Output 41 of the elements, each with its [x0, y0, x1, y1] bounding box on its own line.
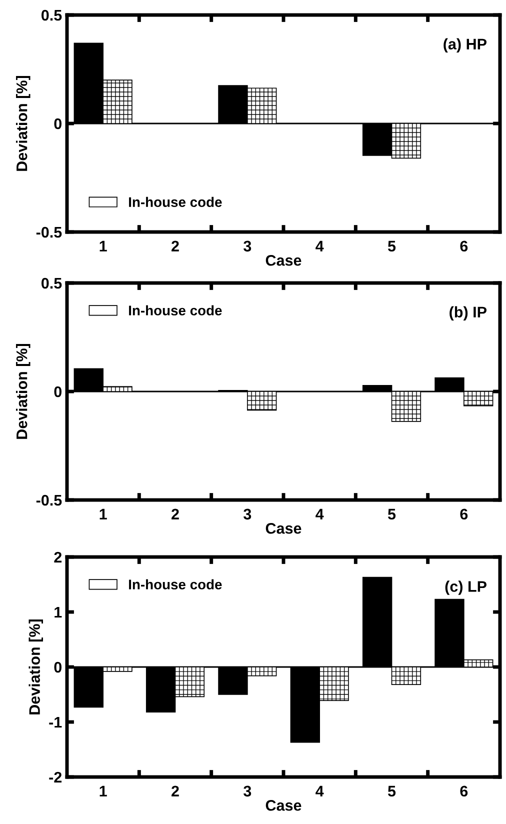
- x-tick-label: 3: [244, 508, 252, 520]
- annotation: (a) HP: [444, 38, 486, 52]
- x-tick-label: 2: [172, 240, 179, 252]
- x-tick-label: 4: [316, 508, 324, 520]
- y-tick-label: 0: [54, 386, 62, 398]
- x-tick-label: 6: [460, 508, 468, 520]
- x-axis-title: Case: [266, 254, 302, 266]
- y-axis-title: Deviation [%]: [28, 619, 43, 714]
- y-tick-label: -1: [49, 717, 62, 728]
- x-tick-label: 6: [460, 240, 468, 252]
- y-axis-title: Deviation [%]: [16, 76, 30, 171]
- x-tick-label: 2: [172, 508, 179, 520]
- annotation: (b) IP: [450, 306, 486, 320]
- x-tick-label: 1: [100, 508, 107, 520]
- x-tick-label: 5: [388, 240, 396, 252]
- x-tick-label: 3: [244, 240, 252, 252]
- annotation: (c) LP: [445, 580, 486, 595]
- x-tick-label: 1: [100, 786, 107, 796]
- x-axis-title: Case: [266, 800, 302, 811]
- x-tick-label: 2: [172, 786, 179, 796]
- x-tick-label: 5: [388, 508, 396, 520]
- y-tick-label: 0: [54, 662, 62, 673]
- y-tick-label: -0.5: [36, 226, 62, 238]
- x-tick-label: 3: [244, 786, 252, 797]
- y-tick-label: 1: [54, 607, 62, 618]
- legend-label: In-house code: [129, 196, 222, 208]
- y-tick-label: 2: [54, 552, 62, 563]
- y-tick-label: 0.5: [42, 10, 62, 21]
- x-tick-label: 1: [100, 240, 107, 252]
- x-axis-title: Case: [266, 522, 302, 534]
- y-tick-label: -0.5: [36, 494, 62, 506]
- legend-label: In-house code: [129, 305, 222, 316]
- x-tick-label: 4: [316, 240, 324, 252]
- y-tick-label: 0.5: [42, 278, 62, 289]
- y-tick-label: 0: [54, 118, 62, 130]
- x-tick-label: 4: [316, 786, 324, 796]
- x-tick-label: 5: [388, 786, 396, 797]
- x-tick-label: 6: [460, 786, 468, 797]
- y-tick-label: -2: [49, 772, 62, 783]
- legend-label: In-house code: [129, 579, 222, 590]
- y-axis-title: Deviation [%]: [16, 344, 30, 439]
